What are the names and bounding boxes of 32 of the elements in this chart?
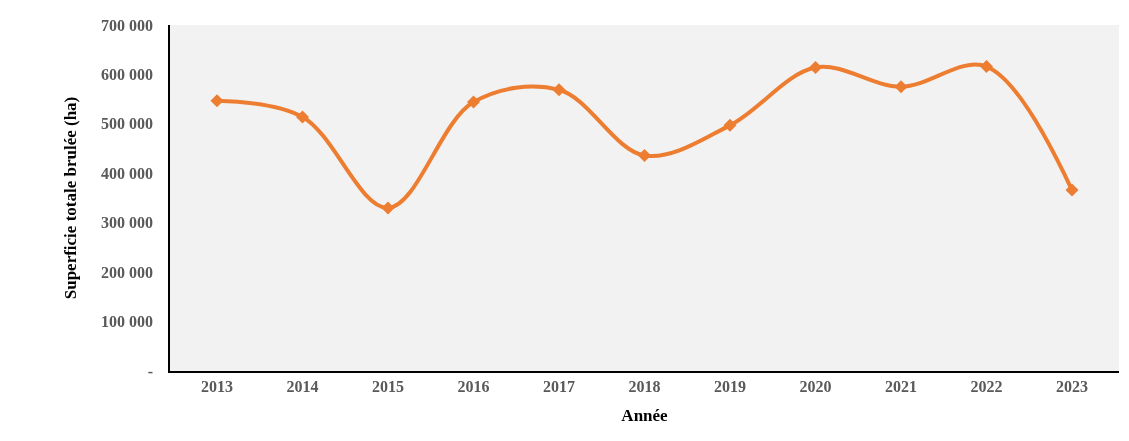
point: [552, 83, 566, 97]
y-tick-label: 700 000: [101, 16, 154, 34]
point: [467, 95, 481, 109]
y-tick-label: 200 000: [101, 263, 154, 281]
x-tick-label: 2023: [1055, 377, 1088, 395]
x-tick-label: 2013: [201, 377, 234, 395]
x-axis-title: Année: [621, 405, 669, 425]
point: [979, 60, 993, 74]
y-tick-label: 600 000: [101, 66, 154, 84]
y-tick-label: 300 000: [101, 214, 154, 232]
point: [1065, 183, 1079, 197]
y-tick-label: 400 000: [101, 164, 154, 182]
x-tick-label: 2021: [884, 377, 917, 395]
x-tick-label: 2018: [628, 377, 661, 395]
point: [638, 148, 651, 162]
point: [210, 94, 224, 108]
x-tick-label: 2017: [543, 377, 575, 395]
x-tick-label: 2020: [799, 377, 832, 395]
point: [894, 80, 908, 94]
point: [296, 110, 310, 124]
x-tick-label: 2016: [457, 377, 490, 395]
x-tick-label: 2014: [286, 377, 319, 395]
y-axis-title: Superficie totale brulée (ha): [61, 96, 81, 300]
y-tick-label: 100 000: [101, 313, 154, 331]
y-tick-label: -: [147, 362, 154, 380]
point: [381, 201, 395, 215]
y-tick-label: 500 000: [101, 115, 154, 133]
x-tick-label: 2015: [372, 377, 405, 395]
point: [723, 118, 737, 132]
x-tick-label: 2019: [714, 377, 746, 395]
point: [808, 61, 822, 75]
x-tick-label: 2022: [970, 377, 1003, 395]
